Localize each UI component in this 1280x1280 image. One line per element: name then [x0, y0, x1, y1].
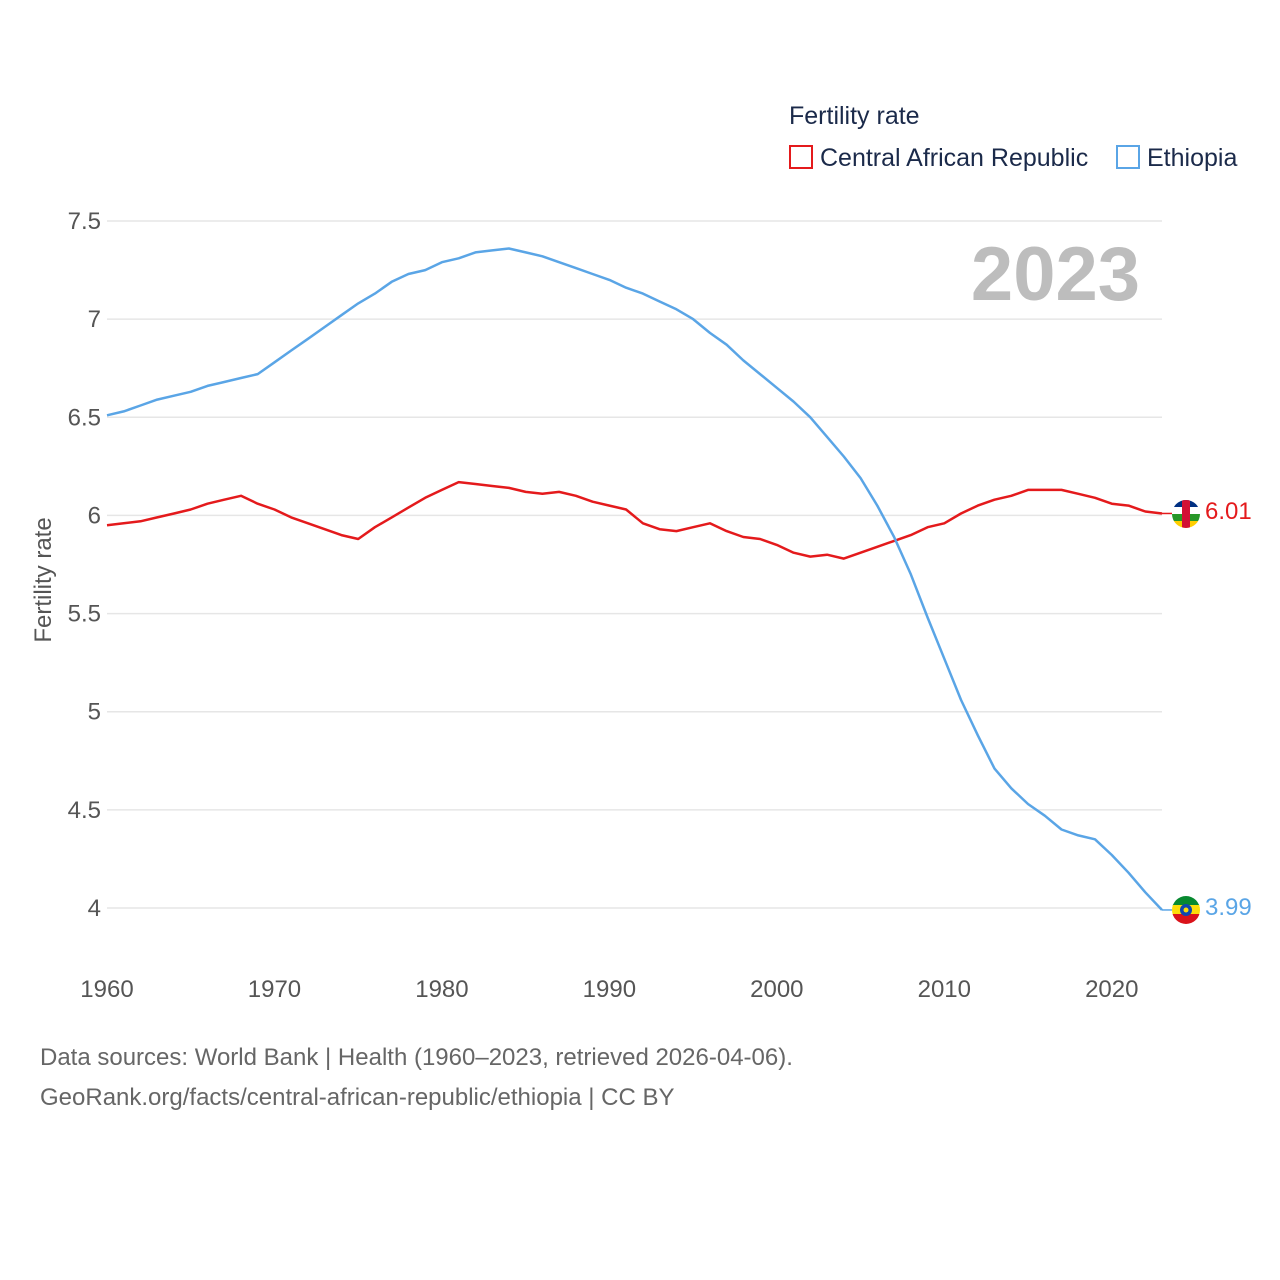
x-tick-label: 2020: [1085, 976, 1138, 1003]
series-lines: [106, 247, 1172, 911]
legend-title: Fertility rate: [789, 102, 920, 130]
y-tick-label: 6.5: [68, 404, 101, 431]
end-value-ethiopia: 3.99: [1205, 894, 1252, 921]
legend-label-central-african-republic[interactable]: Central African Republic: [820, 144, 1088, 172]
fertility-line-chart: 4 4.5 5 5.5 6 6.5 7 7.5 1960 1970 1980 1990 2000 201…: [30, 102, 1252, 1003]
source-text: Data sources: World Bank | Health (1960–…: [40, 1044, 793, 1071]
ethiopia-flag-icon: [1172, 896, 1200, 924]
gridlines: [107, 220, 1162, 909]
year-display: 2023: [971, 232, 1140, 317]
y-tick-label: 7.5: [68, 208, 101, 235]
legend-label-ethiopia[interactable]: Ethiopia: [1147, 144, 1237, 172]
source-link[interactable]: GeoRank.org/facts/central-african-republ…: [40, 1084, 675, 1111]
y-tick-label: 5.5: [68, 601, 101, 628]
series-line-central-african-republic[interactable]: [106, 480, 1163, 560]
x-tick-label: 2000: [750, 976, 803, 1003]
y-tick-label: 6: [88, 502, 101, 529]
x-tick-label: 1980: [415, 976, 468, 1003]
legend-swatch-central-african-republic[interactable]: [789, 145, 813, 169]
y-tick-label: 5: [88, 699, 101, 726]
x-tick-label: 1970: [248, 976, 301, 1003]
legend: Fertility rate Central African Republic …: [789, 102, 1237, 172]
end-value-central-african-republic: 6.01: [1205, 498, 1252, 525]
y-tick-label: 7: [88, 306, 101, 333]
x-tick-label: 1960: [80, 976, 133, 1003]
central-african-republic-flag-icon: [1172, 500, 1200, 528]
y-tick-label: 4: [88, 895, 101, 922]
x-axis-ticks: 1960 1970 1980 1990 2000 2010 2020: [80, 976, 1138, 1003]
x-tick-label: 2010: [918, 976, 971, 1003]
series-line-ethiopia[interactable]: [106, 247, 1163, 911]
legend-swatch-ethiopia[interactable]: [1116, 145, 1140, 169]
y-tick-label: 4.5: [68, 797, 101, 824]
y-axis-ticks: 4 4.5 5 5.5 6 6.5 7 7.5: [68, 208, 101, 922]
y-axis-label: Fertility rate: [30, 517, 57, 642]
x-tick-label: 1990: [583, 976, 636, 1003]
